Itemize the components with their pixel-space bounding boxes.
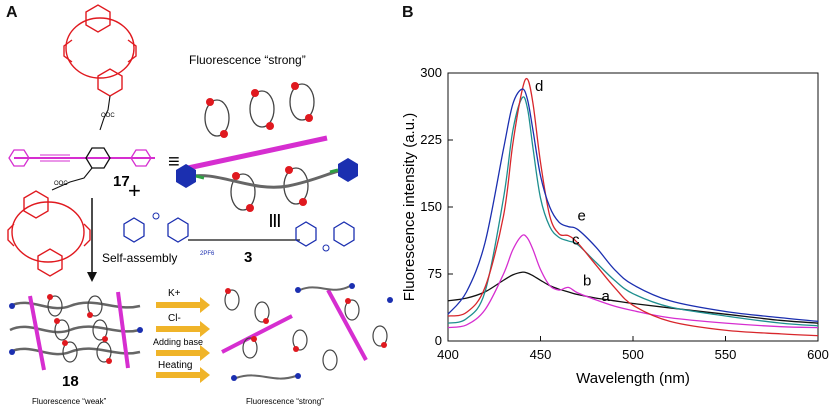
crown-ether-top: [63, 4, 137, 97]
y-tick-label: 150: [420, 199, 442, 214]
x-axis-ticks: 400 450 500 550 600: [437, 336, 829, 362]
y-tick-label: 225: [420, 132, 442, 147]
series-line-e: [447, 88, 819, 322]
panel-a-letter: A: [6, 4, 18, 21]
stimuli-arrows: [156, 297, 210, 383]
y-tick-label: 75: [428, 266, 442, 281]
x-tick-label: 550: [715, 347, 737, 362]
plot-frame: [447, 72, 819, 342]
fluorescence-weak-label: Fluorescence “weak”: [32, 397, 107, 406]
stimulus-base: Adding base: [153, 337, 203, 347]
series-line-a: [447, 271, 819, 324]
compound-18-label: 18: [62, 373, 79, 390]
series-line-d: [447, 77, 819, 337]
triple-bar: |||: [269, 211, 281, 227]
cartoon-3: [176, 158, 358, 189]
counterion-label: 2PF6: [200, 251, 215, 257]
fluorescence-strong-bottom-label: Fluorescence “strong”: [246, 397, 324, 406]
curve-label-c: c: [572, 232, 580, 249]
curve-label-b: b: [583, 273, 591, 290]
fluorescence-strong-top-label: Fluorescence “strong”: [189, 53, 306, 67]
curve-label-e: e: [578, 207, 586, 224]
self-assembly-label: Self-assembly: [102, 251, 177, 265]
series-group: [447, 77, 819, 337]
x-tick-label: 400: [437, 347, 459, 362]
self-assembly-arrow-head: [87, 272, 97, 282]
x-tick-label: 450: [530, 347, 552, 362]
ester-top: OOC: [101, 113, 115, 119]
panel-a-scheme: A OOC OOC: [0, 0, 400, 410]
ammonium-right: [322, 244, 330, 252]
curve-label-a: a: [602, 288, 611, 305]
network-18: [9, 291, 143, 371]
x-tick-label: 500: [622, 347, 644, 362]
linker-bottom: [51, 167, 93, 191]
stimulus-k: K+: [168, 288, 181, 299]
ammonium-left: [152, 212, 160, 220]
panel-b-letter: B: [402, 4, 414, 21]
stimulus-heating: Heating: [158, 360, 192, 371]
x-tick-label: 600: [807, 347, 829, 362]
series-line-b: [447, 234, 819, 329]
cartoon-17: [187, 82, 328, 212]
plus-sign: +: [128, 178, 141, 203]
ester-bottom: OOC: [54, 181, 68, 187]
dispersed-strong-state: [221, 283, 393, 381]
x-axis-label: Wavelength (nm): [576, 370, 690, 387]
y-axis-ticks: 0 75 150 225 300: [420, 65, 453, 348]
y-tick-label: 0: [435, 333, 442, 348]
linker-top: [99, 95, 111, 131]
curve-labels: ab c d e: [535, 78, 611, 305]
fluorescence-chart: 400 450 500 550 600 0 75 150 225 300 ab c d e Wavel…: [401, 65, 829, 387]
compound-17-label: 17: [113, 173, 130, 190]
panel-a-drawing: OOC OOC ≡: [7, 4, 393, 406]
series-line-c: [447, 96, 819, 327]
compound-3-label: 3: [244, 249, 252, 266]
crown-ether-bottom: [7, 190, 91, 277]
curve-label-d: d: [535, 78, 543, 95]
stimulus-cl: Cl-: [168, 313, 181, 324]
equivalent-sign: ≡: [168, 151, 180, 173]
y-tick-label: 300: [420, 65, 442, 80]
polymer-backbone-17: [8, 147, 155, 169]
y-axis-label: Fluorescence intensity (a.u.): [401, 113, 418, 301]
molecule-3-structure: [123, 217, 355, 247]
